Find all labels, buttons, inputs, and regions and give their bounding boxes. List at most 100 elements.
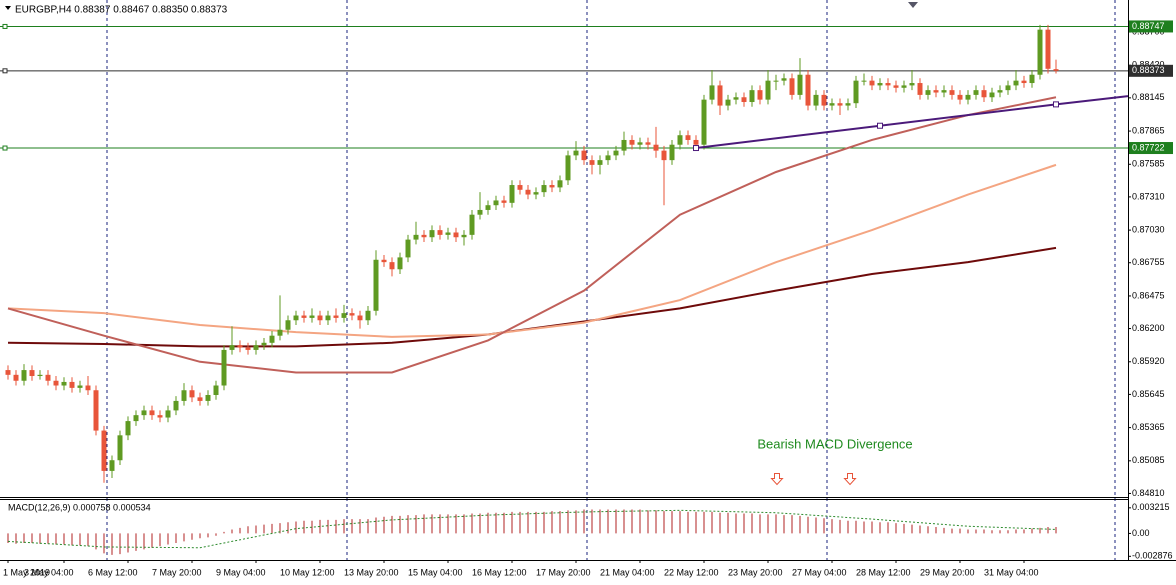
candle-body bbox=[461, 234, 467, 238]
candle-body bbox=[397, 257, 403, 270]
candle-body bbox=[485, 205, 491, 210]
candle-body bbox=[957, 94, 963, 100]
candle-body bbox=[1037, 29, 1043, 75]
candle-body bbox=[245, 347, 251, 350]
candle-body bbox=[901, 85, 907, 88]
x-tick-label: 29 May 20:00 bbox=[920, 567, 975, 577]
candle-body bbox=[13, 374, 19, 381]
candle-body bbox=[437, 230, 443, 235]
candle-body bbox=[917, 83, 923, 95]
candle-body bbox=[317, 315, 323, 321]
candle-body bbox=[981, 90, 987, 98]
candle-body bbox=[1029, 74, 1035, 84]
candle-body bbox=[477, 209, 483, 215]
x-tick-label: 10 May 12:00 bbox=[280, 567, 335, 577]
candle-body bbox=[141, 410, 147, 416]
candle-body bbox=[189, 390, 195, 398]
x-tick-label: 22 May 12:00 bbox=[664, 567, 719, 577]
candle-body bbox=[21, 370, 27, 381]
candle-body bbox=[213, 385, 219, 395]
candle-body bbox=[829, 103, 835, 106]
candle-body bbox=[453, 232, 459, 238]
level-label: 0.87722 bbox=[1132, 142, 1165, 152]
candle-body bbox=[565, 155, 571, 181]
candle-body bbox=[693, 139, 699, 145]
shift-marker bbox=[908, 2, 918, 8]
y-tick-label: 0.88145 bbox=[1132, 92, 1165, 102]
candle-body bbox=[629, 139, 635, 145]
candle-body bbox=[181, 390, 187, 401]
macd-title: MACD(12,26,9) 0.000758 0.000534 bbox=[8, 502, 151, 512]
candle-body bbox=[749, 90, 755, 103]
candle-body bbox=[269, 335, 275, 343]
candle-body bbox=[125, 421, 131, 436]
candle-body bbox=[445, 232, 451, 235]
y2-tick-label: 0.00 bbox=[1132, 528, 1150, 538]
candle-body bbox=[93, 390, 99, 431]
candle-body bbox=[173, 400, 179, 411]
x-tick-label: 6 May 12:00 bbox=[88, 567, 138, 577]
y-tick-label: 0.87310 bbox=[1132, 191, 1165, 201]
candle-body bbox=[677, 135, 683, 145]
candle-body bbox=[109, 460, 115, 471]
candle-body bbox=[805, 74, 811, 106]
candle-body bbox=[845, 103, 851, 106]
candle-body bbox=[525, 189, 531, 195]
candle-body bbox=[869, 80, 875, 86]
candle-body bbox=[853, 80, 859, 104]
x-tick-label: 3 May 04:00 bbox=[24, 567, 74, 577]
candle-body bbox=[333, 315, 339, 318]
y2-tick-label: -0.002876 bbox=[1132, 551, 1173, 561]
candle-body bbox=[725, 99, 731, 106]
candle-body bbox=[501, 200, 507, 203]
candle-body bbox=[717, 85, 723, 106]
candle-body bbox=[253, 345, 259, 350]
x-tick-label: 9 May 04:00 bbox=[216, 567, 266, 577]
down-arrow bbox=[843, 473, 857, 486]
y-tick-label: 0.87865 bbox=[1132, 125, 1165, 135]
candle-body bbox=[37, 374, 43, 377]
candle-body bbox=[85, 385, 91, 391]
candle-body bbox=[517, 185, 523, 190]
level-marker bbox=[2, 145, 8, 151]
candle-body bbox=[909, 83, 915, 86]
y-tick-label: 0.87030 bbox=[1132, 224, 1165, 234]
candle-body bbox=[45, 374, 51, 381]
chart-title: EURGBP,H4 0.88387 0.88467 0.88350 0.8837… bbox=[15, 5, 228, 16]
candle-body bbox=[701, 99, 707, 145]
candle-body bbox=[365, 310, 371, 321]
candle-body bbox=[285, 320, 291, 330]
candle-body bbox=[837, 103, 843, 106]
candle-body bbox=[509, 185, 515, 203]
y-tick-label: 0.87585 bbox=[1132, 159, 1165, 169]
candle-body bbox=[997, 90, 1003, 93]
y-tick-label: 0.86200 bbox=[1132, 323, 1165, 333]
candle-body bbox=[861, 80, 867, 82]
candle-body bbox=[813, 94, 819, 106]
trend-anchor bbox=[1053, 101, 1059, 108]
moving-average bbox=[7, 163, 1057, 338]
candle-body bbox=[597, 160, 603, 165]
x-tick-label: 1 May 2019 bbox=[3, 567, 50, 577]
candle-body bbox=[381, 259, 387, 263]
candle-body bbox=[61, 381, 67, 386]
frame bbox=[0, 0, 1176, 561]
x-tick-label: 7 May 20:00 bbox=[152, 567, 202, 577]
x-tick-label: 15 May 04:00 bbox=[408, 567, 463, 577]
candle-body bbox=[621, 139, 627, 151]
candle-body bbox=[205, 394, 211, 401]
candle-body bbox=[325, 315, 331, 321]
candle-body bbox=[613, 150, 619, 156]
candle-body bbox=[925, 90, 931, 95]
candle-body bbox=[1045, 29, 1051, 69]
candle-body bbox=[389, 262, 395, 270]
candle-body bbox=[1013, 80, 1019, 86]
candle-body bbox=[989, 92, 995, 98]
candle-body bbox=[1021, 80, 1027, 84]
candle-body bbox=[69, 381, 75, 388]
macd-signal bbox=[7, 509, 1057, 549]
candle-body bbox=[885, 83, 891, 86]
candle-body bbox=[549, 185, 555, 188]
candle-body bbox=[357, 315, 363, 321]
